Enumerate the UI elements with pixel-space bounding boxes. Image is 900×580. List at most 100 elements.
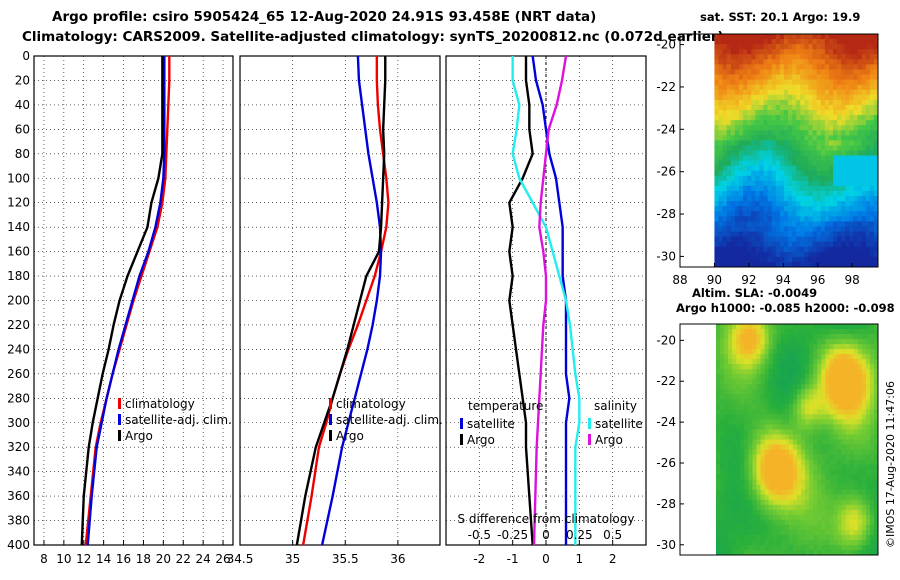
sla-cell bbox=[801, 514, 806, 521]
sla-cell bbox=[724, 514, 729, 521]
sst-cell bbox=[771, 39, 777, 45]
sst-cell bbox=[828, 175, 834, 182]
sst-y-tick-label: -28 bbox=[656, 207, 676, 221]
sst-cell bbox=[804, 59, 809, 65]
sst-cell bbox=[812, 221, 818, 227]
x-tick-label: 14 bbox=[96, 552, 111, 566]
sla-cell bbox=[821, 364, 826, 370]
sla-cell bbox=[792, 364, 798, 370]
x-tick-label: 20 bbox=[156, 552, 171, 566]
sst-cell bbox=[796, 201, 801, 207]
sst-cell bbox=[743, 49, 748, 55]
sst-cell bbox=[763, 125, 768, 131]
sla-cell bbox=[748, 349, 753, 355]
sst-cell bbox=[747, 165, 752, 172]
sst-cell bbox=[804, 44, 809, 50]
sla-cell bbox=[784, 459, 790, 466]
sst-cell bbox=[804, 165, 809, 172]
sla-cell bbox=[768, 474, 774, 481]
sst-cell bbox=[751, 64, 756, 70]
x-tick-label: 16 bbox=[116, 552, 131, 566]
sst-cell bbox=[837, 196, 842, 202]
sla-cell bbox=[716, 419, 721, 425]
sst-cell bbox=[816, 226, 822, 232]
sla-y-tick-label: -20 bbox=[656, 333, 676, 347]
sst-cell bbox=[767, 59, 773, 65]
sst-cell bbox=[788, 231, 793, 238]
y-tick-label: 60 bbox=[15, 122, 30, 136]
sst-cell bbox=[779, 49, 785, 55]
sst-cell bbox=[841, 44, 846, 50]
sst-cell bbox=[820, 226, 826, 232]
sst-cell bbox=[833, 54, 838, 60]
sla-cell bbox=[869, 329, 875, 335]
sst-cell bbox=[743, 155, 748, 162]
sla-cell bbox=[720, 389, 725, 395]
sla-cell bbox=[732, 399, 737, 405]
sla-cell bbox=[861, 549, 867, 556]
sst-cell bbox=[763, 34, 768, 40]
sst-cell bbox=[808, 49, 813, 55]
sla-cell bbox=[829, 424, 834, 430]
sst-cell bbox=[816, 221, 822, 227]
sst-cell bbox=[734, 84, 740, 91]
sst-cell bbox=[788, 34, 793, 40]
sst-cell bbox=[800, 185, 805, 192]
sla-cell bbox=[780, 384, 786, 390]
sst-cell bbox=[726, 79, 732, 86]
sla-cell bbox=[752, 539, 757, 546]
sst-cell bbox=[734, 165, 740, 172]
sla-cell bbox=[825, 334, 830, 340]
sst-cell bbox=[824, 109, 830, 116]
x-tick-label: -2 bbox=[473, 552, 485, 566]
sst-cell bbox=[714, 74, 719, 80]
sst-cell bbox=[775, 115, 781, 121]
sla-cell bbox=[728, 459, 733, 466]
sla-cell bbox=[801, 389, 806, 395]
sst-cell bbox=[788, 196, 793, 202]
sst-cell bbox=[812, 251, 818, 258]
sst-cell bbox=[722, 211, 728, 217]
sla-cell bbox=[764, 414, 770, 420]
sla-cell bbox=[752, 429, 757, 435]
sst-cell bbox=[743, 170, 748, 177]
sst-cell bbox=[722, 130, 728, 136]
sst-cell bbox=[792, 109, 797, 116]
sst-cell bbox=[783, 211, 789, 217]
sst-cell bbox=[743, 201, 748, 207]
sst-cell bbox=[849, 201, 854, 207]
sla-cell bbox=[869, 369, 875, 375]
sla-cell bbox=[869, 539, 875, 546]
sst-cell bbox=[837, 125, 842, 131]
sla-cell bbox=[841, 539, 846, 546]
sla-cell bbox=[740, 334, 745, 340]
sla-cell bbox=[837, 549, 842, 556]
sst-cell bbox=[800, 170, 805, 177]
sst-cell bbox=[792, 155, 797, 162]
sla-cell bbox=[768, 414, 774, 420]
sla-cell bbox=[829, 354, 834, 360]
sla-cell bbox=[740, 484, 745, 491]
sla-cell bbox=[821, 329, 826, 335]
sla-cell bbox=[784, 464, 790, 471]
sla-cell bbox=[764, 344, 770, 350]
sst-cell bbox=[853, 125, 858, 131]
sst-cell bbox=[759, 69, 764, 75]
sst-cell bbox=[849, 170, 854, 177]
sst-cell bbox=[714, 185, 719, 192]
sla-cell bbox=[873, 539, 879, 546]
sst-cell bbox=[845, 94, 850, 101]
sla-cell bbox=[801, 414, 806, 420]
sst-cell bbox=[759, 130, 764, 136]
sst-cell bbox=[767, 49, 773, 55]
sla-cell bbox=[797, 509, 802, 516]
sla-cell bbox=[817, 334, 822, 340]
sla-cell bbox=[849, 504, 855, 511]
sla-cell bbox=[817, 364, 822, 370]
sst-cell bbox=[718, 221, 724, 227]
sla-cell bbox=[801, 494, 806, 501]
sst-cell bbox=[755, 246, 760, 253]
sst-cell bbox=[763, 39, 768, 45]
sst-cell bbox=[857, 125, 863, 131]
sst-cell bbox=[837, 226, 842, 232]
